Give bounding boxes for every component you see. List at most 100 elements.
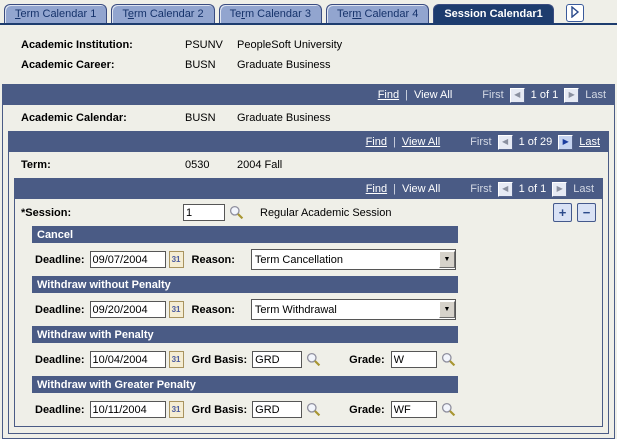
outer-group-box: Find | View All First ◀ 1 of 1 ▶ Last Ac… xyxy=(2,84,615,439)
page-count: 1 of 1 xyxy=(530,89,559,101)
reason-label: Reason: xyxy=(191,303,235,316)
prev-page-icon[interactable]: ◀ xyxy=(509,87,525,103)
calendar-record-navbar: Find | View All First ◀ 1 of 29 ▶ Last xyxy=(9,132,608,152)
grade-label: Grade: xyxy=(349,403,385,416)
add-row-button[interactable]: + xyxy=(553,203,572,222)
term-code: 0530 xyxy=(185,159,210,171)
greater-penalty-deadline-input[interactable] xyxy=(89,401,166,418)
tab-session-calendar-1[interactable]: Session Calendar1 xyxy=(433,4,554,23)
cancel-fields-row: Deadline: 31 Reason: Term Cancellation ▼ xyxy=(32,243,458,276)
outer-record-navbar: Find | View All First ◀ 1 of 1 ▶ Last xyxy=(3,85,614,105)
penalty-deadline-input[interactable] xyxy=(89,351,166,368)
section-title: Withdraw with Greater Penalty xyxy=(37,378,196,391)
tab-label: T xyxy=(122,8,128,20)
academic-calendar-row: Academic Calendar: BUSN Graduate Busines… xyxy=(3,105,614,131)
section-title: Cancel xyxy=(37,228,74,241)
calendar-icon[interactable]: 31 xyxy=(168,401,184,418)
page-count: 1 of 1 xyxy=(518,183,547,195)
session-lookup-icon[interactable] xyxy=(229,205,244,220)
academic-calendar-code: BUSN xyxy=(185,112,216,124)
session-label: *Session: xyxy=(21,206,72,219)
next-page-icon[interactable]: ▶ xyxy=(564,87,580,103)
scroll-tabs-right-button[interactable] xyxy=(565,4,584,22)
career-row: Academic Career: BUSN Graduate Business xyxy=(21,55,617,75)
deadline-label: Deadline: xyxy=(35,353,85,366)
grd-basis-lookup-icon[interactable] xyxy=(306,402,321,417)
calendar-icon[interactable]: 31 xyxy=(168,251,184,268)
grd-basis-input[interactable] xyxy=(252,351,303,368)
next-page-icon[interactable]: ▶ xyxy=(552,181,568,197)
tab-label-hotkey: T xyxy=(15,8,21,20)
last-link[interactable]: Last xyxy=(579,136,600,148)
reason-label: Reason: xyxy=(191,253,235,266)
chevron-down-icon[interactable]: ▼ xyxy=(438,251,455,268)
cancel-reason-select[interactable]: Term Cancellation ▼ xyxy=(250,249,456,270)
grade-lookup-icon[interactable] xyxy=(441,402,456,417)
grade-input[interactable] xyxy=(390,351,437,368)
grd-basis-lookup-icon[interactable] xyxy=(306,352,321,367)
selected-reason: Term Withdrawal xyxy=(254,303,337,316)
session-input[interactable] xyxy=(183,204,225,221)
grd-basis-label: Grd Basis: xyxy=(191,353,248,366)
term-label: Term: xyxy=(21,159,51,171)
withdraw-with-penalty-fields-row: Deadline: 31 Grd Basis: Grade: xyxy=(32,343,458,376)
selected-reason: Term Cancellation xyxy=(254,253,343,266)
session-description: Regular Academic Session xyxy=(260,206,392,219)
academic-calendar-group-box: Find | View All First ◀ 1 of 29 ▶ Last T… xyxy=(8,131,609,434)
withdraw-reason-select[interactable]: Term Withdrawal ▼ xyxy=(250,299,456,320)
section-header-withdraw-without-penalty: Withdraw without Penalty xyxy=(32,276,458,293)
institution-label: Academic Institution: xyxy=(21,39,133,51)
withdraw-with-greater-penalty-fields-row: Deadline: 31 Grd Basis: Grade: xyxy=(32,393,458,426)
first-link[interactable]: First xyxy=(470,183,492,195)
tab-label: Te xyxy=(229,8,242,20)
tab-term-calendar-4[interactable]: Term Calendar 4 xyxy=(326,4,430,23)
first-link[interactable]: First xyxy=(470,136,492,148)
tab-label: Session Calendar1 xyxy=(444,8,543,20)
view-all-link[interactable]: View All xyxy=(401,136,441,148)
deadline-label: Deadline: xyxy=(35,253,85,266)
session-row: *Session: Regular Academic Session + − xyxy=(15,199,602,226)
tab-label: Ter xyxy=(337,8,353,20)
find-link[interactable]: Find xyxy=(365,183,388,195)
find-link[interactable]: Find xyxy=(377,89,400,101)
delete-row-button[interactable]: − xyxy=(577,203,596,222)
section-header-cancel: Cancel xyxy=(32,226,458,243)
tab-bar: Term Calendar 1 Term Calendar 2 Term Cal… xyxy=(0,0,617,23)
academic-calendar-label: Academic Calendar: xyxy=(21,112,127,124)
withdraw-deadline-input[interactable] xyxy=(89,301,166,318)
nav-divider: | xyxy=(405,89,408,101)
view-all-link[interactable]: View All xyxy=(413,89,453,101)
page-count: 1 of 29 xyxy=(518,136,553,148)
view-all-link[interactable]: View All xyxy=(401,183,441,195)
nav-divider: | xyxy=(392,136,396,148)
tab-divider-line xyxy=(0,23,617,25)
last-link[interactable]: Last xyxy=(573,183,594,195)
first-link[interactable]: First xyxy=(482,89,504,101)
tab-term-calendar-3[interactable]: Term Calendar 3 xyxy=(218,4,322,23)
chevron-down-icon[interactable]: ▼ xyxy=(438,301,455,318)
prev-page-icon[interactable]: ◀ xyxy=(497,134,513,150)
grade-lookup-icon[interactable] xyxy=(441,352,456,367)
institution-row: Academic Institution: PSUNV PeopleSoft U… xyxy=(21,35,617,55)
find-link[interactable]: Find xyxy=(365,136,387,148)
tab-label-hotkey: m xyxy=(352,8,362,20)
tab-term-calendar-1[interactable]: Term Calendar 1 xyxy=(4,4,108,23)
prev-page-icon[interactable]: ◀ xyxy=(497,181,513,197)
deadline-label: Deadline: xyxy=(35,403,85,416)
grade-input[interactable] xyxy=(390,401,437,418)
nav-divider: | xyxy=(393,183,396,195)
institution-name: PeopleSoft University xyxy=(237,39,343,51)
career-name: Graduate Business xyxy=(237,59,331,71)
tab-label: erm Calendar 1 xyxy=(20,8,97,20)
section-title: Withdraw with Penalty xyxy=(37,328,154,341)
tab-term-calendar-2[interactable]: Term Calendar 2 xyxy=(111,4,215,23)
institution-code: PSUNV xyxy=(185,39,223,51)
calendar-icon[interactable]: 31 xyxy=(168,351,184,368)
term-name: 2004 Fall xyxy=(237,159,283,171)
calendar-icon[interactable]: 31 xyxy=(168,301,184,318)
grd-basis-input[interactable] xyxy=(252,401,303,418)
next-page-icon[interactable]: ▶ xyxy=(558,134,574,150)
last-link[interactable]: Last xyxy=(585,89,606,101)
cancel-deadline-input[interactable] xyxy=(89,251,166,268)
tab-label-hotkey: e xyxy=(127,8,134,20)
